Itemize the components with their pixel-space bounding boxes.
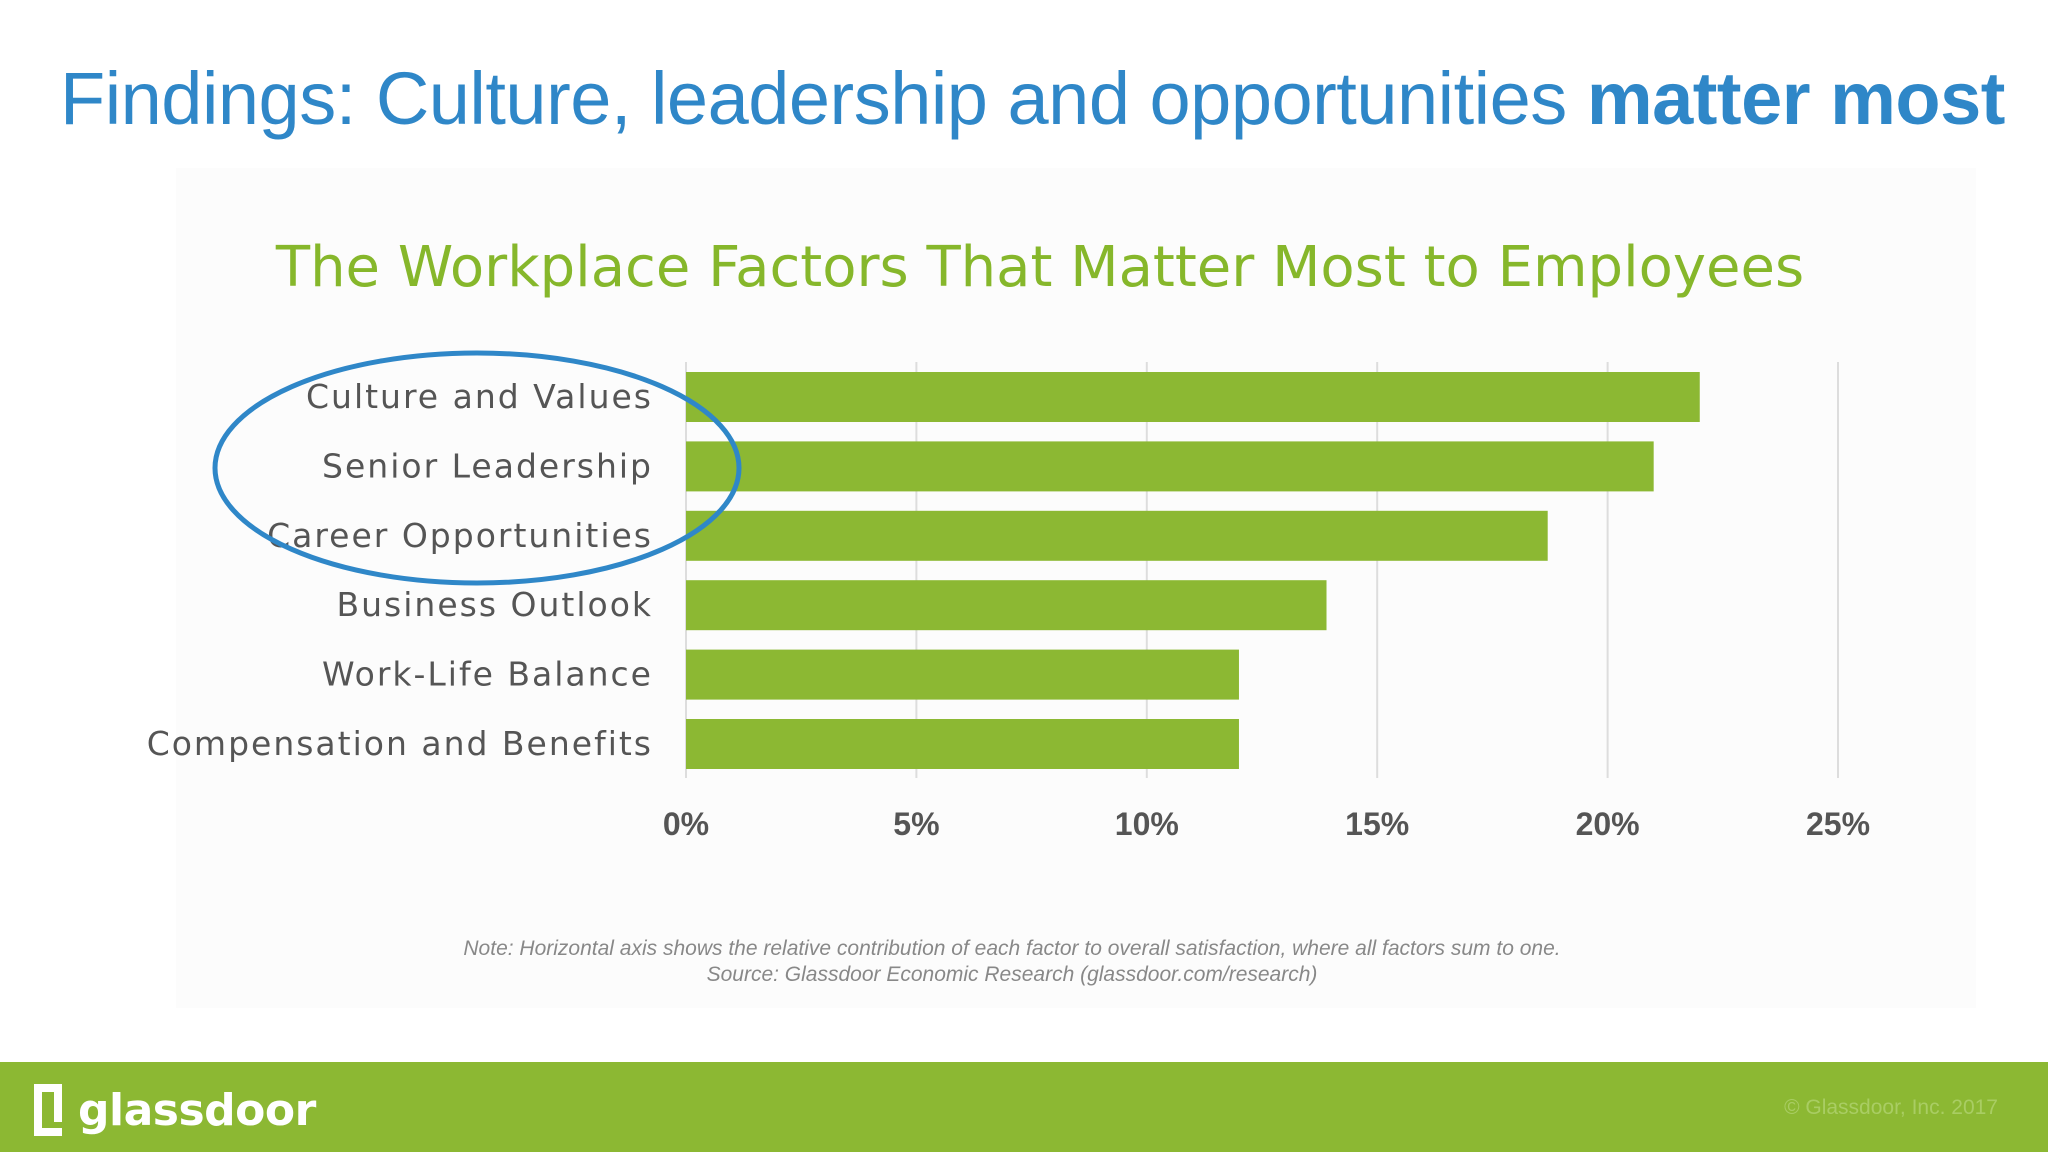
x-tick-label: 15% (1345, 806, 1409, 842)
x-tick-label: 5% (893, 806, 939, 842)
x-tick-label: 10% (1115, 806, 1179, 842)
bar (686, 510, 1548, 561)
bar (686, 719, 1239, 769)
bar (686, 441, 1654, 492)
x-tick-label: 0% (663, 806, 709, 842)
category-label: Career Opportunities (267, 516, 653, 555)
category-label: Senior Leadership (322, 446, 653, 485)
bar (686, 372, 1700, 422)
chart-source: Source: Glassdoor Economic Research (gla… (707, 963, 1318, 986)
copyright-text: © Glassdoor, Inc. 2017 (1784, 1096, 1998, 1119)
gridlines (685, 362, 1839, 778)
workplace-factors-chart: The Workplace Factors That Matter Most t… (147, 235, 1870, 986)
chart-title: The Workplace Factors That Matter Most t… (275, 235, 1804, 300)
footer-bar: glassdoor © Glassdoor, Inc. 2017 (0, 1062, 2048, 1152)
x-tick-label: 20% (1576, 806, 1640, 842)
glassdoor-logo[interactable]: glassdoor (28, 1082, 316, 1138)
glassdoor-logo-icon (34, 1084, 62, 1136)
chart-note: Note: Horizontal axis shows the relative… (463, 937, 1560, 960)
highlight-ellipse (212, 350, 742, 586)
bars (686, 372, 1700, 769)
category-labels: Culture and Values Senior Leadership Caree… (147, 377, 654, 763)
logo-text: glassdoor (78, 1084, 316, 1136)
category-label: Business Outlook (337, 585, 654, 624)
x-tick-label: 25% (1806, 806, 1870, 842)
bar (686, 649, 1239, 700)
category-label: Compensation and Benefits (147, 724, 653, 763)
bar (686, 580, 1327, 631)
slide-title: Findings: Culture, leadership and opport… (60, 56, 2005, 141)
category-label: Culture and Values (306, 377, 653, 416)
category-label: Work-Life Balance (322, 655, 653, 694)
slide-title-emphasis: matter most (1586, 57, 2006, 140)
slide-title-text: Findings: Culture, leadership and opport… (60, 57, 1587, 140)
x-tick-labels: 0% 5% 10% 15% 20% 25% (663, 806, 1870, 842)
